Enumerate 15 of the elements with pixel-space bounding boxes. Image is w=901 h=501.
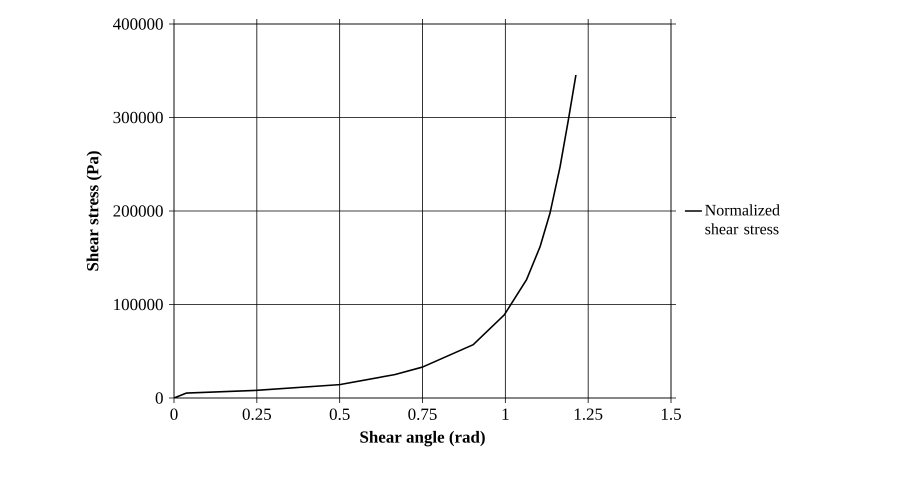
x-tick-label: 1 xyxy=(502,408,509,420)
x-axis-title: Shear angle (rad) xyxy=(360,430,485,446)
y-tick-label: 100000 xyxy=(114,298,163,310)
x-tick-label: 0.5 xyxy=(330,408,350,420)
y-tick-label: 200000 xyxy=(113,205,163,217)
x-tick-label: 1.5 xyxy=(662,408,681,420)
x-tick-label: 1.25 xyxy=(574,408,602,420)
y-axis-title: Shear stress (Pa) xyxy=(86,151,102,271)
y-tick-label: 0 xyxy=(156,392,163,404)
x-tick-label: 0 xyxy=(170,408,178,420)
legend-label: Normalized shear stress xyxy=(705,204,780,234)
y-tick-label: 400000 xyxy=(113,18,163,30)
y-tick-label: 300000 xyxy=(113,112,163,124)
x-tick-label: 0.25 xyxy=(242,408,271,420)
x-tick-label: 0.75 xyxy=(408,408,437,420)
